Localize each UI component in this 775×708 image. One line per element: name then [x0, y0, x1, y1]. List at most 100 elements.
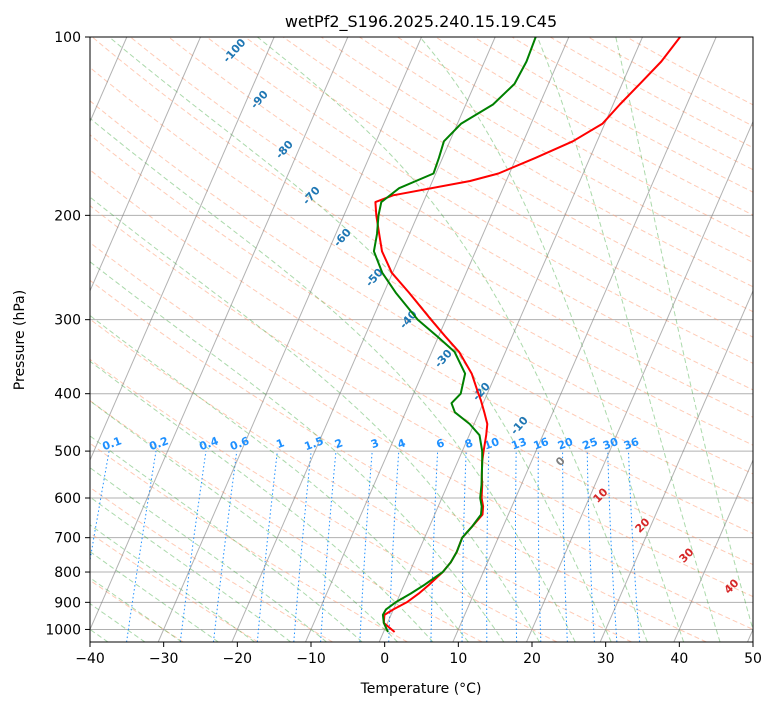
dry-adiabat — [90, 66, 753, 475]
mixing-ratio-label: 1.5 — [303, 434, 326, 453]
moist-adiabat-label: 0 — [553, 454, 568, 469]
dry-adiabat — [359, 37, 753, 263]
dry-adiabat — [511, 37, 753, 171]
mixing-ratio-label: 25 — [581, 435, 600, 452]
dry-adiabat — [244, 37, 753, 338]
dry-adiabat — [282, 37, 753, 313]
y-tick-label: 300 — [54, 313, 81, 329]
x-tick-label: −20 — [223, 651, 253, 667]
dry-adiabat — [206, 37, 753, 364]
isotherm — [90, 37, 275, 462]
chart-title: wetPf2_S196.2025.240.15.19.C45 — [285, 12, 557, 32]
y-axis-label: Pressure (hPa) — [12, 290, 28, 390]
dry-adiabat — [549, 37, 753, 149]
mixing-ratio-line — [293, 451, 312, 642]
x-tick-label: 10 — [449, 651, 467, 667]
dewpoint-profile — [372, 37, 537, 633]
dry-adiabat — [91, 37, 753, 446]
moist-adiabat — [536, 37, 721, 642]
x-tick-label: 40 — [670, 651, 688, 667]
temperature-profile — [374, 37, 681, 633]
dry-adiabat — [90, 358, 558, 642]
y-axis-ticks: 100 200 300 400 500 600 700 800 900 1000 — [45, 30, 90, 638]
isotherm — [452, 37, 717, 642]
moist-adiabat — [90, 435, 363, 642]
mixing-ratio-label: 16 — [532, 435, 551, 453]
isotherm-label: -100 — [220, 36, 248, 65]
moist-adiabat — [90, 496, 292, 642]
mixing-ratio-label: 10 — [482, 435, 501, 453]
isotherm — [673, 458, 753, 642]
mixing-ratio-label: 20 — [556, 435, 575, 453]
mixing-ratio-label: 1 — [274, 436, 286, 451]
dry-adiabat — [90, 318, 632, 642]
mixing-ratio-label: 3 — [369, 436, 381, 451]
isotherm-label: -90 — [248, 88, 271, 112]
dry-adiabat — [435, 37, 753, 216]
mixing-ratio-label: 0.1 — [101, 434, 124, 453]
isotherm-label: -10 — [508, 414, 531, 438]
y-tick-label: 600 — [54, 491, 81, 507]
dry-adiabat — [90, 169, 753, 566]
moist-adiabat — [90, 196, 540, 642]
dry-adiabat — [90, 532, 259, 642]
mixing-ratio-label: 6 — [435, 436, 447, 451]
mixing-ratio-label: 8 — [463, 436, 475, 451]
moist-adiabat — [90, 467, 327, 642]
isotherm — [599, 289, 753, 642]
x-axis-label: Temperature (°C) — [360, 681, 482, 697]
x-tick-label: 0 — [380, 651, 389, 667]
mixing-ratio-line — [359, 451, 373, 642]
mixing-ratio-line — [213, 451, 238, 642]
x-tick-label: 50 — [744, 651, 762, 667]
isotherm — [90, 37, 201, 293]
dry-adiabat — [168, 37, 753, 391]
moist-adiabat — [257, 37, 648, 642]
profile-lines — [372, 37, 681, 633]
isotherm — [90, 37, 349, 631]
x-axis-ticks: −40 −30 −20 −10 0 10 20 30 40 50 — [75, 642, 762, 667]
dry-adiabat — [90, 100, 753, 504]
x-tick-label: −40 — [75, 651, 105, 667]
mixing-ratio-label: 30 — [601, 435, 620, 453]
mixing-ratio-label: 13 — [510, 435, 529, 452]
y-tick-label: 1000 — [45, 622, 81, 638]
y-tick-label: 200 — [54, 208, 81, 224]
moist-adiabat — [90, 314, 469, 642]
isotherm — [305, 37, 570, 642]
isotherm — [747, 628, 753, 642]
background-lines — [90, 37, 753, 642]
dry-adiabat — [90, 279, 707, 642]
dry-adiabat — [90, 486, 333, 642]
dry-adiabat — [90, 442, 408, 642]
y-tick-label: 500 — [54, 444, 81, 460]
dry-adiabat — [90, 241, 753, 630]
line-labels: -100-90-80-70-60-50-40-30-20-100.1 0.2 0.4… — [101, 36, 742, 597]
plot-frame — [89, 36, 754, 643]
mixing-ratio-line — [179, 451, 207, 642]
dry-adiabat — [90, 134, 753, 535]
moist-adiabat — [108, 37, 612, 642]
mixing-ratio-line — [320, 451, 337, 642]
moist-adiabat — [90, 261, 505, 642]
moist-adiabat — [90, 577, 182, 642]
y-tick-label: 400 — [54, 387, 81, 403]
moist-adiabat — [90, 524, 255, 642]
mixing-ratio-line — [562, 451, 568, 642]
moist-adiabat — [419, 37, 685, 642]
moist-adiabat — [615, 37, 753, 632]
moist-adiabat — [90, 117, 576, 642]
mixing-ratio-label: 4 — [396, 436, 408, 451]
dry-adiabat — [320, 37, 753, 288]
dry-adiabat — [90, 205, 753, 598]
y-tick-label: 100 — [54, 30, 81, 46]
mixing-ratio-label: 0.6 — [228, 434, 251, 453]
y-tick-label: 700 — [54, 531, 81, 547]
isotherm-label: -70 — [300, 184, 323, 208]
x-tick-label: 20 — [523, 651, 541, 667]
mixing-ratio-line — [256, 451, 278, 642]
isotherm — [526, 120, 753, 642]
isotherm-label: -50 — [363, 266, 386, 290]
mixing-ratio-label: 2 — [333, 436, 345, 451]
isotherm — [157, 37, 422, 642]
